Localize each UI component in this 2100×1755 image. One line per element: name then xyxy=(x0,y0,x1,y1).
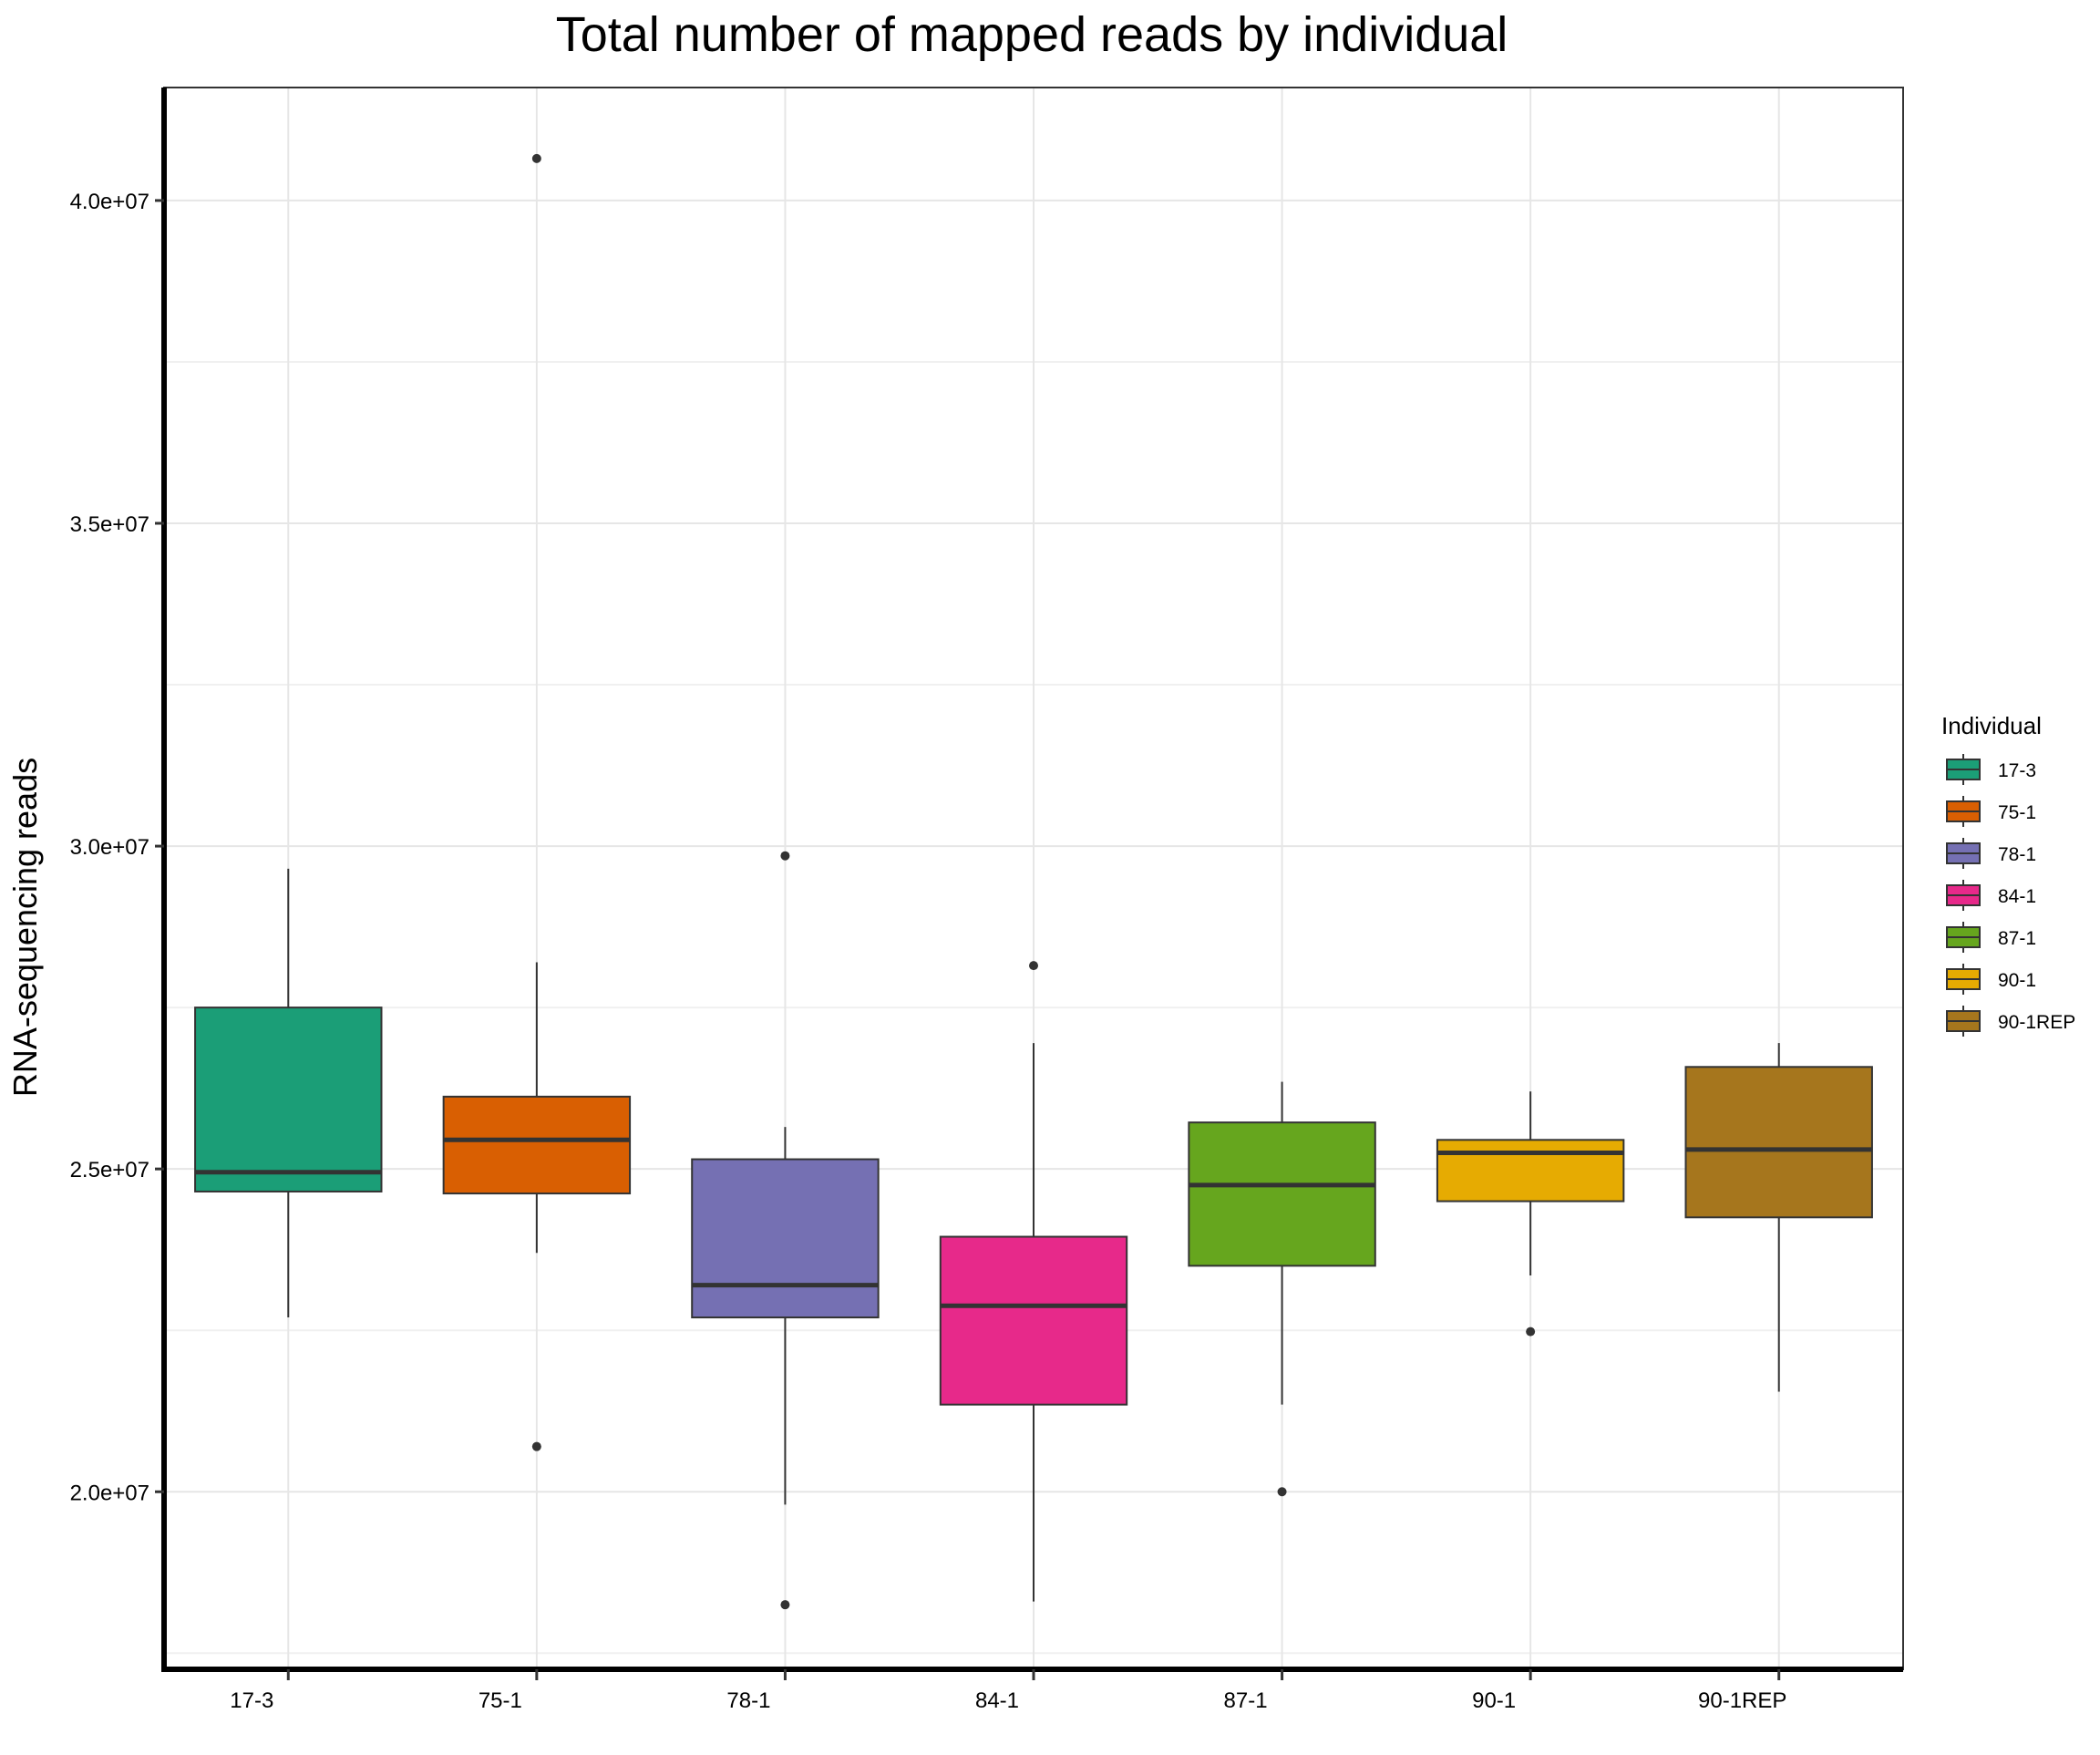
outlier-point xyxy=(780,851,790,861)
outlier-point xyxy=(1029,961,1038,971)
legend-label: 78-1 xyxy=(1998,844,2036,865)
box-90-1REP xyxy=(1684,1043,1873,1392)
x-tick-label: 90-1REP xyxy=(1698,1688,1786,1713)
box-17-3 xyxy=(194,868,383,1318)
outlier-point xyxy=(531,153,541,163)
legend-label: 87-1 xyxy=(1998,928,2036,949)
box-body xyxy=(442,1095,632,1195)
box-body xyxy=(939,1235,1128,1406)
box-body xyxy=(1188,1121,1376,1267)
legend-title: Individual xyxy=(1941,712,2042,739)
legend-label: 90-1REP xyxy=(1998,1012,2075,1033)
legend-label: 75-1 xyxy=(1998,802,2036,823)
axes-layer: 2.0e+07 2.5e+07 3.0e+07 3.5e+07 4.0e+07 17-3 7… xyxy=(70,87,1904,1713)
x-tick-label: 75-1 xyxy=(479,1688,522,1713)
x-tick-label: 78-1 xyxy=(726,1688,770,1713)
x-tick-label: 17-3 xyxy=(230,1688,273,1713)
outlier-point xyxy=(780,1600,790,1610)
legend-item-75-1: 75-1 xyxy=(1946,796,2036,827)
outlier-point xyxy=(1526,1327,1536,1337)
legend-item-87-1: 87-1 xyxy=(1946,922,2036,953)
y-axis-title: RNA-sequencing reads xyxy=(6,758,44,1097)
box-body xyxy=(1684,1066,1873,1219)
box-90-1 xyxy=(1436,1091,1625,1337)
box-body xyxy=(691,1158,880,1319)
legend-item-84-1: 84-1 xyxy=(1946,880,2036,911)
chart-title: Total number of mapped reads by individu… xyxy=(556,7,1508,62)
x-tick-label: 84-1 xyxy=(975,1688,1019,1713)
x-tick-label: 90-1 xyxy=(1472,1688,1516,1713)
legend-item-90-1: 90-1 xyxy=(1946,964,2036,995)
y-tick-label: 4.0e+07 xyxy=(70,190,149,214)
box-87-1 xyxy=(1188,1081,1376,1497)
legend-item-78-1: 78-1 xyxy=(1946,838,2036,869)
marks-layer xyxy=(194,153,1873,1610)
box-body xyxy=(1436,1139,1625,1203)
legend: Individual 17-3 75-1 78-1 84-1 87-1 90-1 90-1R… xyxy=(1941,712,2075,1037)
outlier-point xyxy=(1277,1487,1287,1497)
y-tick-label: 2.0e+07 xyxy=(70,1481,149,1505)
legend-items: 17-3 75-1 78-1 84-1 87-1 90-1 90-1REP xyxy=(1946,754,2075,1037)
legend-item-17-3: 17-3 xyxy=(1946,754,2036,785)
legend-item-90-1REP: 90-1REP xyxy=(1946,1006,2075,1037)
box-body xyxy=(194,1007,383,1192)
legend-label: 90-1 xyxy=(1998,970,2036,991)
y-tick-label: 3.0e+07 xyxy=(70,835,149,860)
outlier-point xyxy=(531,1441,541,1451)
box-84-1 xyxy=(939,961,1128,1602)
legend-label: 84-1 xyxy=(1998,886,2036,907)
y-tick-label: 2.5e+07 xyxy=(70,1158,149,1182)
box-75-1 xyxy=(442,153,632,1451)
y-tick-label: 3.5e+07 xyxy=(70,512,149,537)
box-78-1 xyxy=(691,851,880,1610)
x-tick-label: 87-1 xyxy=(1224,1688,1268,1713)
legend-label: 17-3 xyxy=(1998,760,2036,781)
